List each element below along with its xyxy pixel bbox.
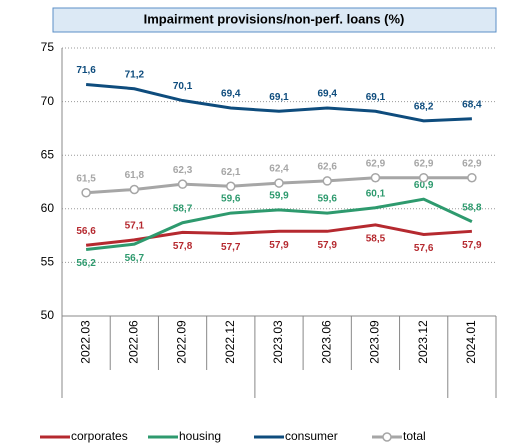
y-tick-label: 50 bbox=[41, 308, 55, 322]
point-marker bbox=[274, 178, 284, 188]
value-label: 62,1 bbox=[221, 167, 241, 178]
legend-label: corporates bbox=[71, 429, 128, 443]
series-line bbox=[85, 197, 473, 252]
chart-title: Impairment provisions/non-perf. loans (%… bbox=[144, 11, 405, 26]
value-label: 58,8 bbox=[462, 202, 482, 213]
value-label: 68,4 bbox=[462, 99, 482, 110]
value-label: 57,8 bbox=[173, 241, 193, 252]
x-tick-label: 2023.12 bbox=[416, 320, 430, 364]
point-marker bbox=[322, 176, 332, 186]
value-label: 57,1 bbox=[125, 221, 145, 232]
value-label: 59,6 bbox=[317, 194, 337, 205]
point-marker bbox=[81, 187, 91, 198]
legend-label: housing bbox=[179, 429, 221, 443]
x-tick-label: 2022.09 bbox=[175, 320, 189, 364]
value-label: 58,7 bbox=[173, 203, 193, 214]
value-label: 62,9 bbox=[462, 158, 482, 169]
x-tick-label: 2022.06 bbox=[127, 320, 141, 364]
value-label: 56,2 bbox=[76, 258, 96, 269]
value-label: 62,9 bbox=[366, 158, 386, 169]
value-label: 61,8 bbox=[125, 170, 145, 181]
value-label: 56,6 bbox=[76, 226, 96, 237]
x-tick-label: 2022.03 bbox=[78, 320, 92, 364]
value-label: 69,1 bbox=[366, 92, 386, 103]
legend-label: total bbox=[403, 429, 426, 443]
x-tick-label: 2023.09 bbox=[368, 320, 382, 364]
value-label: 62,4 bbox=[269, 164, 289, 175]
legend-marker bbox=[382, 432, 392, 442]
value-label: 61,5 bbox=[76, 173, 96, 184]
point-marker bbox=[370, 172, 381, 183]
value-label: 58,5 bbox=[366, 234, 386, 245]
value-label: 57,9 bbox=[462, 240, 482, 251]
value-label: 62,9 bbox=[414, 158, 434, 169]
value-label: 59,9 bbox=[269, 191, 289, 202]
legend-label: consumer bbox=[285, 429, 338, 443]
x-tick-label: 2023.03 bbox=[271, 320, 285, 364]
y-tick-label: 55 bbox=[41, 255, 55, 269]
value-label: 56,7 bbox=[125, 253, 145, 264]
value-label: 69,4 bbox=[221, 89, 241, 100]
value-label: 69,1 bbox=[269, 92, 289, 103]
value-label: 69,4 bbox=[317, 89, 337, 100]
title-box bbox=[52, 7, 497, 33]
value-label: 71,2 bbox=[125, 69, 145, 80]
x-tick-label: 2022.12 bbox=[223, 320, 237, 364]
value-label: 57,9 bbox=[317, 240, 337, 251]
value-label: 60,1 bbox=[366, 188, 386, 199]
point-marker bbox=[418, 172, 429, 183]
point-marker bbox=[129, 184, 140, 195]
value-label: 59,6 bbox=[221, 194, 241, 205]
x-tick-label: 2023.06 bbox=[319, 320, 333, 364]
value-label: 62,3 bbox=[173, 165, 193, 176]
value-label: 70,1 bbox=[173, 81, 193, 92]
y-tick-label: 60 bbox=[41, 201, 55, 215]
y-tick-label: 70 bbox=[41, 94, 55, 108]
value-label: 57,9 bbox=[269, 240, 289, 251]
value-label: 60,9 bbox=[414, 180, 434, 191]
y-tick-label: 65 bbox=[41, 147, 55, 161]
value-label: 68,2 bbox=[414, 102, 434, 113]
point-marker bbox=[177, 179, 188, 189]
y-tick-label: 75 bbox=[41, 40, 55, 54]
series-line bbox=[85, 82, 472, 123]
value-label: 71,6 bbox=[76, 65, 96, 76]
value-label: 62,6 bbox=[317, 162, 337, 173]
value-label: 57,6 bbox=[414, 243, 434, 254]
value-label: 57,7 bbox=[221, 242, 241, 253]
x-tick-label: 2024.01 bbox=[464, 320, 478, 364]
point-marker bbox=[226, 181, 236, 192]
point-marker bbox=[467, 172, 477, 183]
